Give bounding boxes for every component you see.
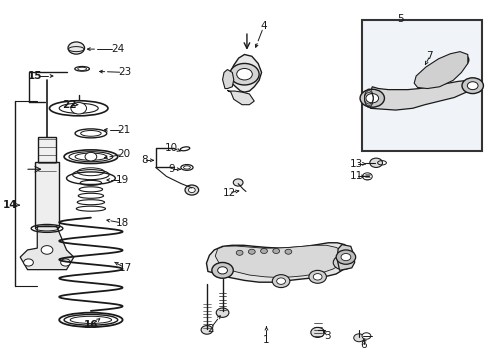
Circle shape	[201, 325, 212, 334]
Text: 18: 18	[116, 218, 129, 228]
Circle shape	[248, 249, 255, 254]
FancyBboxPatch shape	[35, 162, 59, 226]
Text: 24: 24	[111, 44, 124, 54]
Text: 8: 8	[141, 155, 147, 165]
Circle shape	[233, 179, 243, 186]
Circle shape	[272, 248, 279, 253]
Polygon shape	[206, 243, 350, 282]
Circle shape	[332, 255, 352, 270]
Circle shape	[23, 259, 33, 266]
Circle shape	[285, 249, 291, 254]
Text: 20: 20	[117, 149, 130, 159]
Circle shape	[272, 275, 289, 288]
Circle shape	[359, 89, 384, 107]
Text: 19: 19	[116, 175, 129, 185]
Text: 4: 4	[260, 21, 267, 31]
Circle shape	[236, 250, 243, 255]
Circle shape	[361, 333, 370, 339]
Polygon shape	[224, 54, 261, 92]
Polygon shape	[227, 90, 254, 105]
Circle shape	[353, 334, 364, 342]
Text: 23: 23	[118, 67, 131, 77]
Circle shape	[310, 327, 324, 337]
Text: 11: 11	[349, 171, 363, 181]
Circle shape	[68, 42, 84, 54]
Circle shape	[236, 68, 252, 80]
Text: 9: 9	[168, 164, 174, 174]
Circle shape	[467, 82, 477, 90]
Circle shape	[188, 188, 195, 193]
Circle shape	[313, 274, 322, 280]
Circle shape	[217, 267, 227, 274]
Text: 21: 21	[117, 125, 130, 135]
Polygon shape	[20, 226, 74, 270]
Circle shape	[455, 57, 464, 63]
Circle shape	[211, 262, 233, 278]
Text: 14: 14	[3, 200, 18, 210]
Text: 15: 15	[27, 71, 42, 81]
Polygon shape	[413, 51, 467, 89]
Text: 6: 6	[360, 340, 366, 350]
Text: 1: 1	[263, 334, 269, 345]
Text: 5: 5	[396, 14, 403, 24]
Circle shape	[229, 63, 259, 85]
Circle shape	[308, 270, 326, 283]
Circle shape	[365, 94, 378, 103]
Text: 13: 13	[349, 159, 363, 169]
Circle shape	[61, 259, 70, 266]
Circle shape	[369, 158, 382, 167]
Text: 17: 17	[118, 263, 131, 273]
Circle shape	[362, 173, 371, 180]
Text: 16: 16	[83, 320, 98, 330]
Text: 3: 3	[324, 331, 330, 341]
Circle shape	[340, 253, 350, 261]
Polygon shape	[222, 69, 233, 89]
Polygon shape	[336, 244, 354, 270]
Text: 2: 2	[206, 324, 213, 334]
Circle shape	[216, 308, 228, 318]
Circle shape	[85, 152, 97, 161]
Circle shape	[276, 278, 285, 284]
Text: 22: 22	[61, 100, 76, 110]
Polygon shape	[215, 245, 345, 278]
Circle shape	[337, 259, 347, 266]
Text: 7: 7	[426, 51, 432, 61]
FancyBboxPatch shape	[38, 137, 56, 173]
Text: 12: 12	[223, 188, 236, 198]
Text: 10: 10	[164, 143, 178, 153]
Bar	[361, 21, 482, 151]
Circle shape	[71, 103, 86, 114]
Circle shape	[461, 78, 483, 94]
Circle shape	[450, 53, 468, 66]
Circle shape	[260, 248, 267, 253]
Circle shape	[41, 246, 53, 254]
Circle shape	[218, 267, 226, 274]
Circle shape	[184, 185, 198, 195]
Polygon shape	[368, 80, 477, 110]
Circle shape	[213, 264, 231, 277]
Circle shape	[335, 250, 355, 264]
